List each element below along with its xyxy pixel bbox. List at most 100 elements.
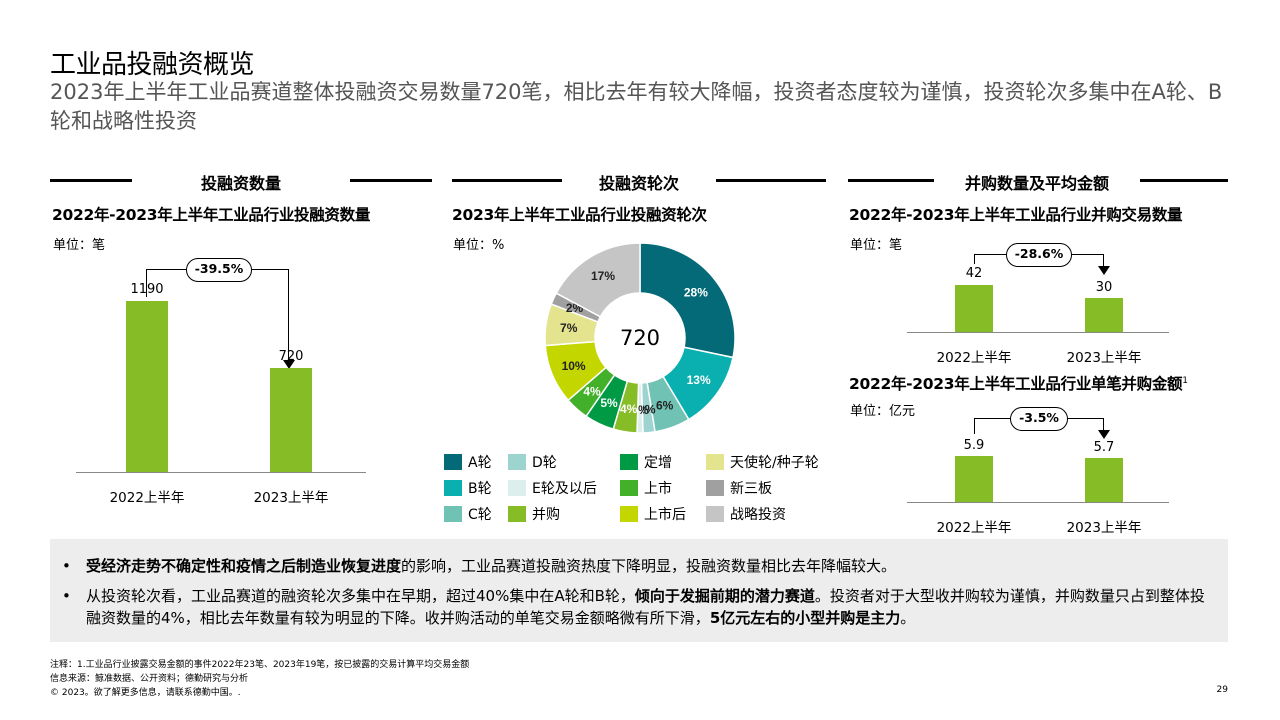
slice-label: 28% <box>684 286 708 300</box>
change-arrow-line <box>1103 418 1104 432</box>
change-badge: -39.5% <box>186 258 252 282</box>
category-label: 2023上半年 <box>1066 520 1142 536</box>
unit-label: 单位：笔 <box>53 238 106 253</box>
legend-swatch <box>508 506 526 522</box>
category-label: 2022上半年 <box>109 490 185 506</box>
legend-swatch <box>444 454 462 470</box>
finding-item: • 受经济走势不确定性和疫情之后制造业恢复进度的影响，工业品赛道投融资热度下降明… <box>62 555 1212 577</box>
legend-swatch <box>706 480 724 496</box>
section-rule <box>50 179 132 182</box>
change-arrow-line <box>1103 254 1104 268</box>
legend-item: 定增 <box>620 452 672 472</box>
finding-body: 的影响，工业品赛道投融资热度下降明显，投融资数量相比去年降幅较大。 <box>401 557 897 575</box>
legend-label: A轮 <box>468 455 492 471</box>
bar-2023 <box>270 368 312 472</box>
finding-item: • 从投资轮次看，工业品赛道的融资轮次多集中在早期，超过40%集中在A轮和B轮，… <box>62 585 1212 629</box>
chart-title-rounds: 2023年上半年工业品行业投融资轮次 <box>452 206 707 224</box>
bar-value-label: 1190 <box>130 282 164 297</box>
slice-label: 6% <box>656 399 674 413</box>
unit-label: 单位：笔 <box>850 238 903 253</box>
legend-swatch <box>620 454 638 470</box>
legend-swatch <box>706 506 724 522</box>
x-axis <box>907 502 1169 503</box>
legend-item: 天使轮/种子轮 <box>706 452 819 472</box>
legend-label: B轮 <box>468 481 492 497</box>
legend-label: 上市后 <box>644 507 686 523</box>
section-rule <box>848 179 934 182</box>
arrow-down-icon <box>1098 266 1110 275</box>
legend-swatch <box>508 480 526 496</box>
key-findings-box: • 受经济走势不确定性和疫情之后制造业恢复进度的影响，工业品赛道投融资热度下降明… <box>50 539 1228 642</box>
donut-center-value: 720 <box>619 326 661 350</box>
finding-body: 。 <box>900 609 916 627</box>
finding-body: 。投资者对于大型收并购较为谨慎，并购数量只占到整体投融资数量的4%，相比去年数量… <box>86 587 1205 627</box>
donut-slice <box>555 242 641 318</box>
finding-emphasis: 倾向于发掘前期的潜力赛道 <box>634 587 815 605</box>
category-label: 2022上半年 <box>936 520 1012 536</box>
legend-item: 上市后 <box>620 504 686 524</box>
bar-value-label: 5.7 <box>1093 440 1115 455</box>
chart-title-text: 2022年-2023年上半年工业品行业单笔并购金额 <box>849 375 1183 393</box>
bar-2022 <box>955 285 993 332</box>
section-rule <box>350 179 432 182</box>
finding-body: 从投资轮次看，工业品赛道的融资轮次多集中在早期，超过40%集中在A轮和B轮， <box>86 587 635 605</box>
legend-item: E轮及以后 <box>508 478 597 498</box>
finding-text: 受经济走势不确定性和疫情之后制造业恢复进度的影响，工业品赛道投融资热度下降明显，… <box>62 555 1212 577</box>
bar-2022 <box>126 301 168 472</box>
legend-item: A轮 <box>444 452 492 472</box>
chart-title-ma-count: 2022年-2023年上半年工业品行业并购交易数量 <box>849 206 1183 224</box>
change-badge: -28.6% <box>1006 243 1072 267</box>
arrow-down-icon <box>283 360 295 369</box>
legend-swatch <box>620 506 638 522</box>
bar-2022 <box>955 456 993 502</box>
legend-swatch <box>444 480 462 496</box>
legend-label: D轮 <box>532 455 557 471</box>
chart-title-ma-amount: 2022年-2023年上半年工业品行业单笔并购金额1 <box>849 372 1188 394</box>
legend-label: E轮及以后 <box>532 481 597 497</box>
legend-label: 并购 <box>532 507 560 523</box>
footnote: 注释：1.工业品行业披露交易金额的事件2022年23笔、2023年19笔，按已披… <box>50 660 470 670</box>
bar-value-label: 42 <box>965 266 983 281</box>
section-rule <box>452 179 562 182</box>
legend-swatch <box>706 454 724 470</box>
legend-swatch <box>620 480 638 496</box>
bar-2023 <box>1085 298 1123 332</box>
slice-label: 7% <box>560 321 578 335</box>
legend-label: 天使轮/种子轮 <box>730 455 819 471</box>
category-label: 2023上半年 <box>1066 350 1142 366</box>
chart-title-financing-count: 2022年-2023年上半年工业品行业投融资数量 <box>52 206 371 224</box>
bullet: • <box>62 557 71 575</box>
page-subtitle: 2023年上半年工业品赛道整体投融资交易数量720笔，相比去年有较大降幅，投资者… <box>50 80 1223 133</box>
legend-swatch <box>508 454 526 470</box>
footnote-mark: 1 <box>1182 375 1188 386</box>
legend-label: 上市 <box>644 481 672 497</box>
section-head-left: 投融资数量 <box>200 174 281 193</box>
page-title: 工业品投融资概览 <box>50 50 255 80</box>
bar-value-label: 5.9 <box>963 438 985 453</box>
copyright: © 2023。欲了解更多信息，请联系德勤中国。. <box>50 688 241 698</box>
legend-item: 战略投资 <box>706 504 786 524</box>
slice-label: 4% <box>583 385 601 399</box>
finding-emphasis: 受经济走势不确定性和疫情之后制造业恢复进度 <box>86 557 402 575</box>
legend-item: C轮 <box>444 504 492 524</box>
bar-value-label: 30 <box>1095 280 1113 295</box>
legend-label: 战略投资 <box>730 507 786 523</box>
legend-item: D轮 <box>508 452 557 472</box>
legend-item: 上市 <box>620 478 672 498</box>
slice-label: 10% <box>562 359 586 373</box>
finding-text: 从投资轮次看，工业品赛道的融资轮次多集中在早期，超过40%集中在A轮和B轮，倾向… <box>62 585 1212 629</box>
bullet: • <box>62 587 71 605</box>
category-label: 2023上半年 <box>253 490 329 506</box>
slice-label: 17% <box>591 269 615 283</box>
legend-label: 定增 <box>644 455 672 471</box>
slice-label: 5% <box>600 396 618 410</box>
section-head-middle: 投融资轮次 <box>598 174 679 193</box>
arrow-down-icon <box>1098 430 1110 439</box>
finding-emphasis: 5亿元左右的小型并购是主力 <box>709 609 901 627</box>
unit-label: 单位：% <box>453 238 505 253</box>
legend-label: 新三板 <box>730 481 772 497</box>
slice-label: 4% <box>620 402 638 416</box>
change-badge: -3.5% <box>1010 407 1068 431</box>
category-label: 2022上半年 <box>936 350 1012 366</box>
legend-item: 并购 <box>508 504 560 524</box>
